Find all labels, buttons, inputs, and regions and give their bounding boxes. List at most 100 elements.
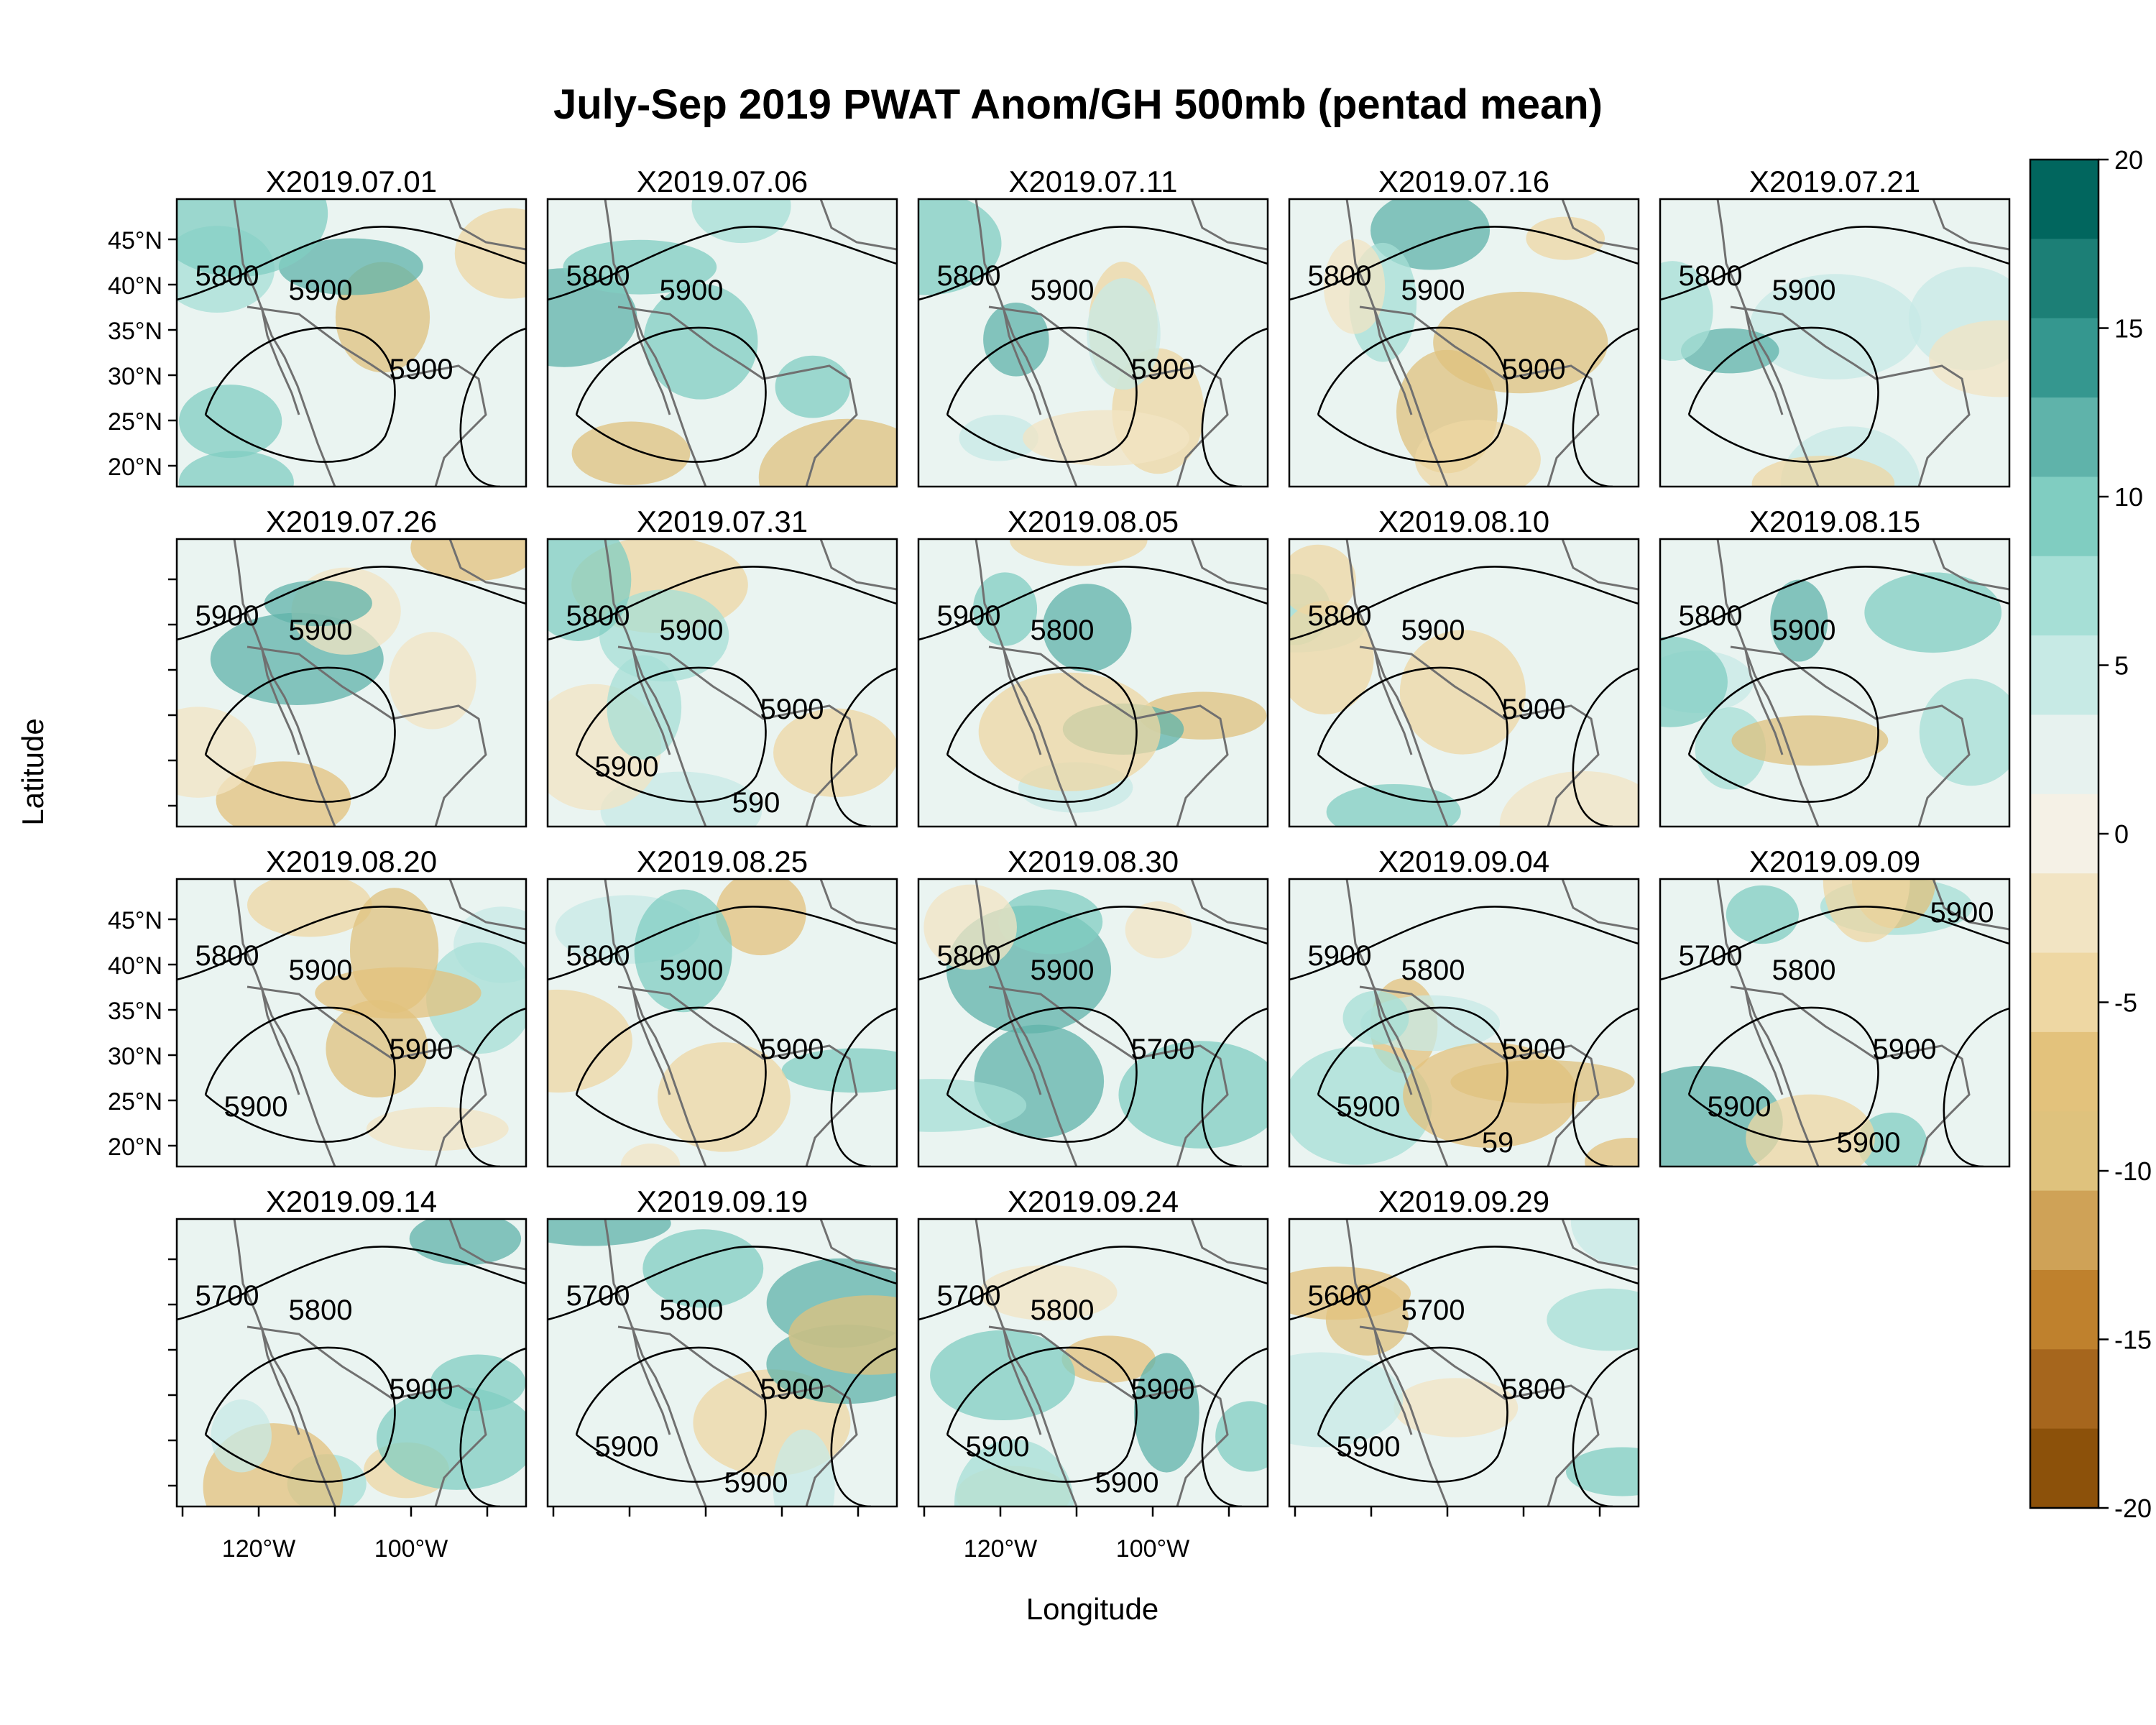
colorbar-swatch [2030,1349,2099,1430]
colorbar-swatch [2030,794,2099,875]
anomaly-blob [788,1295,897,1375]
colorbar-swatch [2030,1190,2099,1271]
contour-label: 5800 [1401,954,1465,986]
anomaly-blob [716,879,806,956]
lon-tick-label: 100°W [374,1535,448,1563]
contour-line [1289,906,1639,981]
lat-tick-label: 40°N [108,272,162,300]
map-panel: 5800 5900 5700 X2019.08.30 [917,845,1269,1168]
panel-frame [175,538,528,828]
anomaly-blob [643,284,758,400]
anomaly-blob [1215,1401,1268,1472]
map-panel: 5700 5800 5900 5900 5900 5900 X2019.09.09 [1659,845,2011,1168]
anomaly-blob [409,1219,522,1266]
contour-label: 5800 [660,1294,724,1326]
figure-title: July-Sep 2019 PWAT Anom/GH 500mb (pentad… [553,81,1603,128]
panel-frame [1659,538,2011,828]
panel-title: X2019.08.25 [637,845,808,878]
colorbar-tick-label: 10 [2114,482,2143,512]
anomaly-blob [1450,1059,1635,1104]
contour-label: 5700 [1679,940,1743,972]
anomaly-blob [177,707,257,798]
colorbar-tick-label: 20 [2114,145,2143,175]
map-panel: 5800 5900 X2019.07.06 [546,165,898,488]
anomaly-blob [1566,1447,1639,1496]
panel-frame [175,878,528,1168]
gh-contours [1289,226,1639,487]
coastline-border [1716,199,2009,487]
contour-line [918,226,1268,301]
contour-line [1943,1007,2009,1167]
panel-title: X2019.08.15 [1749,505,1920,538]
contour-label: 5900 [1873,1034,1937,1065]
lon-tick-label: 120°W [222,1535,295,1563]
panel-frame [546,878,898,1168]
colorbar-swatch [2030,714,2099,795]
contour-label: 5900 [760,1034,824,1065]
colorbar-tick-label: -10 [2114,1156,2152,1186]
lat-tick-label: 35°N [108,998,162,1025]
panel-title: X2019.07.16 [1378,165,1549,198]
contour-line [946,1346,1138,1483]
contour-line [1687,326,1879,463]
contour-line [946,666,1138,803]
lat-tick-label: 25°N [108,408,162,436]
anomaly-blob [1289,544,1356,617]
anomaly-blob [178,385,282,459]
contour-label: 590 [732,787,780,819]
contour-line [1660,226,2009,301]
contour-line [575,666,767,803]
map-panel: 5800 5900 5900 X2019.07.01 45°N 40°N 35°N 30°N 2… [108,165,528,488]
anomaly-blob [211,1399,272,1473]
contour-label: 5900 [289,615,353,646]
contour-line [177,226,526,301]
contour-label: 5700 [195,1280,259,1312]
anomaly-blob [959,414,1038,461]
gh-contours [1660,226,2009,463]
panel-field: 5800 5900 5900 [548,879,897,1167]
coastline-border [975,1219,1268,1506]
anomaly-blob [1289,1266,1411,1320]
anomaly-blob [366,1107,509,1151]
colorbar-swatch [2030,635,2099,716]
contour-line [1317,326,1508,463]
panel-title: X2019.07.01 [266,165,437,198]
coastline-border [604,1219,897,1506]
coastline-border [604,199,897,487]
gh-contours [177,226,526,487]
contour-line [1660,566,2009,641]
panel-field: 5900 5900 [177,539,526,827]
panel-field: 5600 5700 5800 5900 [1289,1219,1639,1506]
contour-label: 5900 [1708,1091,1772,1123]
lat-tick-label: 45°N [108,227,162,254]
contour-label: 5800 [1502,1374,1566,1405]
coastline-border [1716,539,2009,827]
anomaly-blob [1118,1041,1268,1149]
contour-label: 5900 [660,615,724,646]
contour-label: 5900 [660,954,724,986]
panel-title: X2019.08.10 [1378,505,1549,538]
contour-line [548,1246,897,1321]
map-panel: 5800 5900 5900 5900 590 X2019.07.31 [546,505,898,828]
contour-line [1687,666,1879,803]
panel-title: X2019.07.31 [637,505,808,538]
contour-line [177,566,526,641]
map-panel: 5800 5900 5900 X2019.08.10 [1288,505,1640,828]
panel-title: X2019.09.09 [1749,845,1920,878]
contour-label: 5800 [1308,260,1372,292]
panel-title: X2019.08.05 [1008,505,1179,538]
contour-line [1572,327,1639,487]
coastline-border [975,199,1268,487]
panel-frame [1288,198,1640,488]
panel-field: 5800 5900 5700 [918,879,1268,1167]
anomaly-blob [1823,879,1910,943]
contour-label: 5900 [1502,1034,1566,1065]
contour-line [1317,1346,1508,1483]
map-panel: 5900 5900 X2019.07.26 [168,505,528,828]
contour-line [204,326,396,463]
contour-line [548,906,897,981]
panel-frame [917,538,1269,828]
map-panel: 5700 5800 5900 5900 5900 X2019.09.24 120°W 100°… [917,1184,1269,1563]
gh-contours [177,1246,526,1506]
anomaly-blob [1570,1219,1639,1266]
